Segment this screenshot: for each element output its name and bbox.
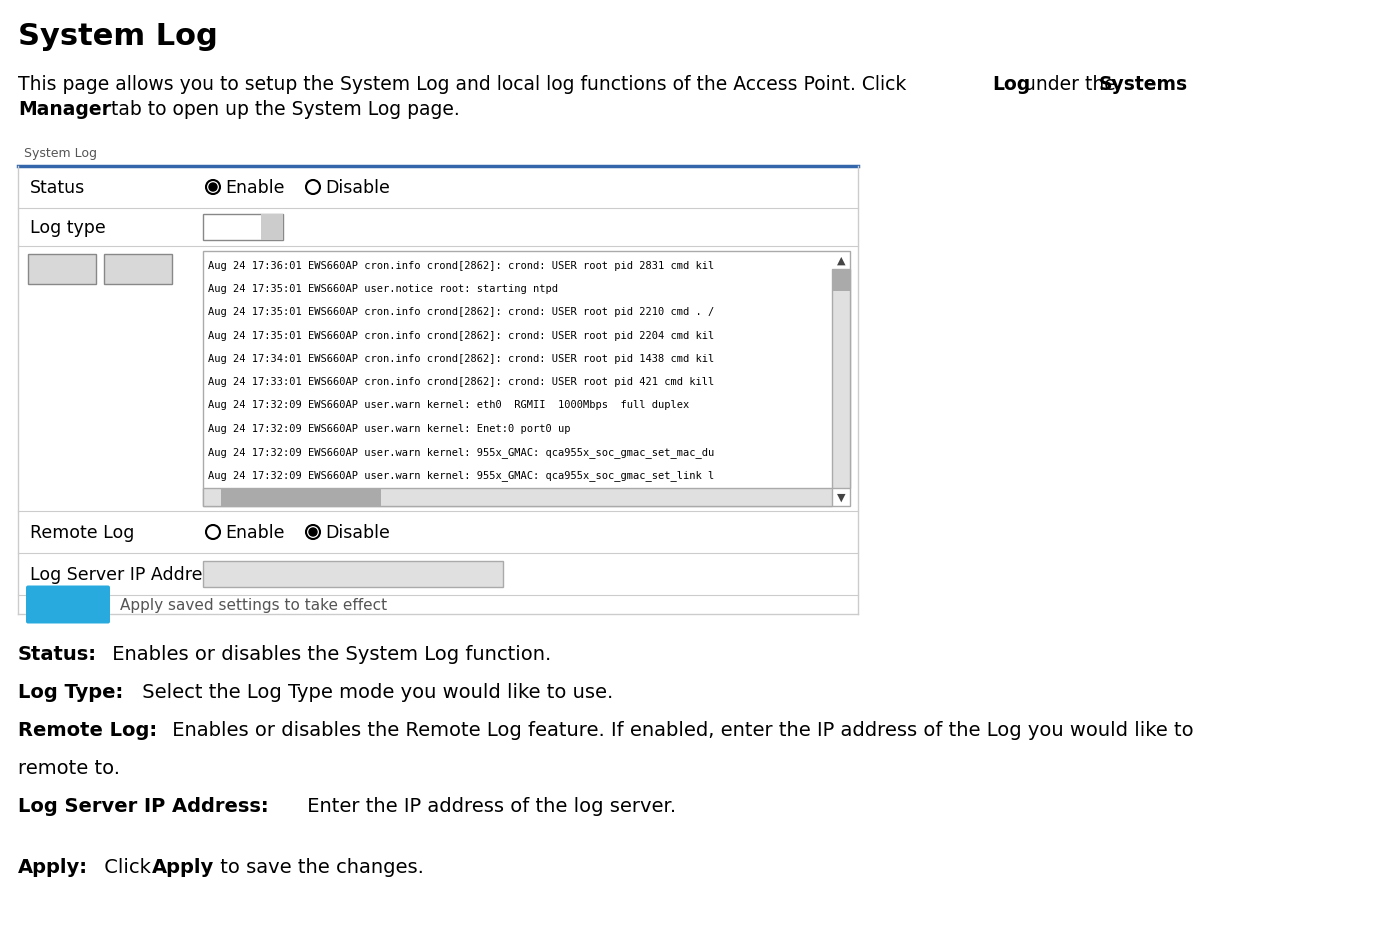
Text: Clear: Clear — [115, 262, 161, 277]
Text: Manager: Manager — [18, 100, 110, 119]
Text: Log: Log — [992, 75, 1031, 94]
Text: Aug 24 17:33:01 EWS660AP cron.info crond[2862]: crond: USER root pid 421 cmd kil: Aug 24 17:33:01 EWS660AP cron.info crond… — [208, 377, 715, 387]
FancyBboxPatch shape — [203, 214, 283, 241]
Circle shape — [309, 529, 317, 536]
Text: 0.0.0.0: 0.0.0.0 — [213, 567, 269, 582]
FancyBboxPatch shape — [203, 562, 502, 588]
Text: Apply:: Apply: — [18, 856, 88, 876]
Text: Enable: Enable — [225, 179, 284, 197]
Text: remote to.: remote to. — [18, 758, 120, 777]
Text: Disable: Disable — [326, 179, 391, 197]
Text: Apply: Apply — [152, 856, 214, 876]
FancyBboxPatch shape — [261, 214, 283, 241]
Text: Aug 24 17:35:01 EWS660AP cron.info crond[2862]: crond: USER root pid 2204 cmd ki: Aug 24 17:35:01 EWS660AP cron.info crond… — [208, 330, 715, 340]
Text: under the: under the — [1018, 75, 1122, 94]
Text: ►: ► — [820, 492, 827, 503]
Text: Status: Status — [30, 179, 86, 197]
Text: System Log: System Log — [18, 22, 218, 51]
FancyBboxPatch shape — [221, 489, 381, 506]
Text: All: All — [211, 220, 230, 235]
Circle shape — [208, 183, 217, 192]
Text: Enter the IP address of the log server.: Enter the IP address of the log server. — [301, 797, 676, 815]
Text: Aug 24 17:34:01 EWS660AP cron.info crond[2862]: crond: USER root pid 1438 cmd ki: Aug 24 17:34:01 EWS660AP cron.info crond… — [208, 354, 715, 363]
FancyBboxPatch shape — [26, 586, 110, 623]
Text: Refresh: Refresh — [28, 262, 97, 277]
Text: Status:: Status: — [18, 644, 97, 664]
Text: Disable: Disable — [326, 523, 391, 541]
Text: Enables or disables the System Log function.: Enables or disables the System Log funct… — [106, 644, 551, 664]
Text: System Log: System Log — [23, 147, 97, 160]
FancyBboxPatch shape — [28, 255, 97, 285]
Text: to save the changes.: to save the changes. — [214, 856, 424, 876]
Text: ▼: ▼ — [836, 492, 845, 503]
Text: Log Type:: Log Type: — [18, 682, 123, 701]
Text: tab to open up the System Log page.: tab to open up the System Log page. — [105, 100, 460, 119]
FancyBboxPatch shape — [832, 270, 850, 292]
Text: ◄: ◄ — [208, 492, 215, 503]
Text: Log Server IP Address:: Log Server IP Address: — [18, 797, 269, 815]
Text: Aug 24 17:35:01 EWS660AP cron.info crond[2862]: crond: USER root pid 2210 cmd . : Aug 24 17:35:01 EWS660AP cron.info crond… — [208, 307, 715, 317]
Text: Select the Log Type mode you would like to use.: Select the Log Type mode you would like … — [137, 682, 613, 701]
Text: This page allows you to setup the System Log and local log functions of the Acce: This page allows you to setup the System… — [18, 75, 912, 94]
Text: ▼: ▼ — [268, 221, 277, 234]
Text: Apply saved settings to take effect: Apply saved settings to take effect — [120, 597, 388, 612]
Text: Aug 24 17:32:09 EWS660AP user.warn kernel: 955x_GMAC: qca955x_soc_gmac_set_link : Aug 24 17:32:09 EWS660AP user.warn kerne… — [208, 469, 715, 480]
Text: Log Server IP Address: Log Server IP Address — [30, 565, 221, 583]
Text: Aug 24 17:32:09 EWS660AP user.warn kernel: eth0  RGMII  1000Mbps  full duplex: Aug 24 17:32:09 EWS660AP user.warn kerne… — [208, 400, 689, 410]
Text: Remote Log:: Remote Log: — [18, 720, 157, 739]
Text: Aug 24 17:36:01 EWS660AP cron.info crond[2862]: crond: USER root pid 2831 cmd ki: Aug 24 17:36:01 EWS660AP cron.info crond… — [208, 260, 715, 271]
Text: Enable: Enable — [225, 523, 284, 541]
Text: Enables or disables the Remote Log feature. If enabled, enter the IP address of : Enables or disables the Remote Log featu… — [166, 720, 1194, 739]
Text: ▲: ▲ — [836, 256, 845, 266]
Text: Aug 24 17:35:01 EWS660AP user.notice root: starting ntpd: Aug 24 17:35:01 EWS660AP user.notice roo… — [208, 284, 558, 294]
Text: Remote Log: Remote Log — [30, 523, 134, 541]
FancyBboxPatch shape — [203, 489, 832, 506]
FancyBboxPatch shape — [203, 252, 850, 506]
Text: Click: Click — [98, 856, 157, 876]
Text: Aug 24 17:32:09 EWS660AP user.warn kernel: Enet:0 port0 up: Aug 24 17:32:09 EWS660AP user.warn kerne… — [208, 423, 570, 433]
Text: Log type: Log type — [30, 219, 106, 237]
Text: Aug 24 17:32:09 EWS660AP user.warn kernel: 955x_GMAC: qca955x_soc_gmac_set_mac_d: Aug 24 17:32:09 EWS660AP user.warn kerne… — [208, 446, 715, 457]
FancyBboxPatch shape — [104, 255, 172, 285]
FancyBboxPatch shape — [832, 270, 850, 489]
Text: Apply: Apply — [41, 596, 95, 614]
Text: Systems: Systems — [1098, 75, 1188, 94]
